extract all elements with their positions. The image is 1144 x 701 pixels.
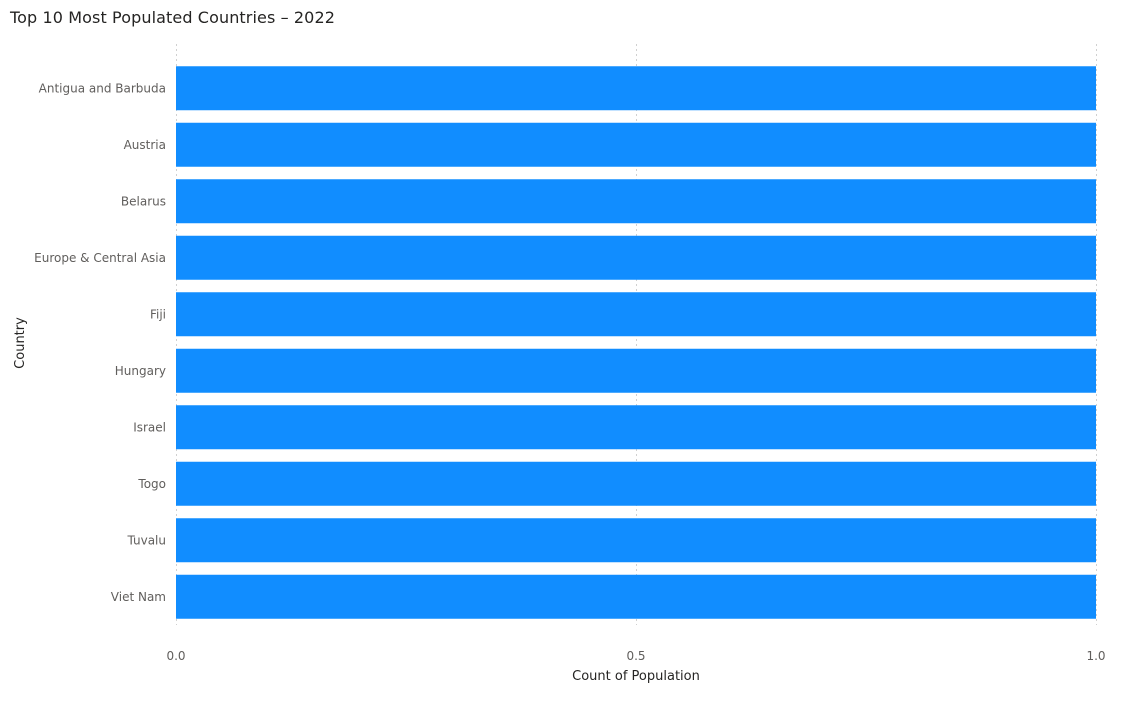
bar[interactable] xyxy=(176,179,1096,224)
y-tick-label: Belarus xyxy=(121,194,166,208)
bar[interactable] xyxy=(176,348,1096,393)
bar[interactable] xyxy=(176,66,1096,111)
bar[interactable] xyxy=(176,405,1096,450)
bar[interactable] xyxy=(176,235,1096,280)
bar[interactable] xyxy=(176,518,1096,563)
y-tick-label: Hungary xyxy=(115,364,166,378)
bars xyxy=(176,66,1096,619)
bar[interactable] xyxy=(176,122,1096,167)
y-tick-label: Antigua and Barbuda xyxy=(39,81,166,95)
y-tick-label: Fiji xyxy=(150,307,166,321)
bar[interactable] xyxy=(176,461,1096,506)
x-tick-labels: 0.0 0.5 1.0 xyxy=(166,649,1105,663)
y-tick-label: Israel xyxy=(133,420,166,434)
y-tick-label: Tuvalu xyxy=(126,533,166,547)
y-tick-label: Viet Nam xyxy=(111,590,166,604)
chart-title: Top 10 Most Populated Countries – 2022 xyxy=(10,8,336,27)
x-tick-label: 0.5 xyxy=(626,649,645,663)
x-axis-title: Count of Population xyxy=(572,669,700,684)
y-axis-title: Country xyxy=(13,317,28,369)
y-tick-labels: Antigua and Barbuda Austria Belarus Europe … xyxy=(34,81,166,604)
y-tick-label: Europe & Central Asia xyxy=(34,251,166,265)
bar[interactable] xyxy=(176,292,1096,337)
y-tick-label: Togo xyxy=(137,477,166,491)
bar[interactable] xyxy=(176,574,1096,619)
x-tick-label: 0.0 xyxy=(166,649,185,663)
x-tick-label: 1.0 xyxy=(1086,649,1105,663)
y-tick-label: Austria xyxy=(124,138,166,152)
